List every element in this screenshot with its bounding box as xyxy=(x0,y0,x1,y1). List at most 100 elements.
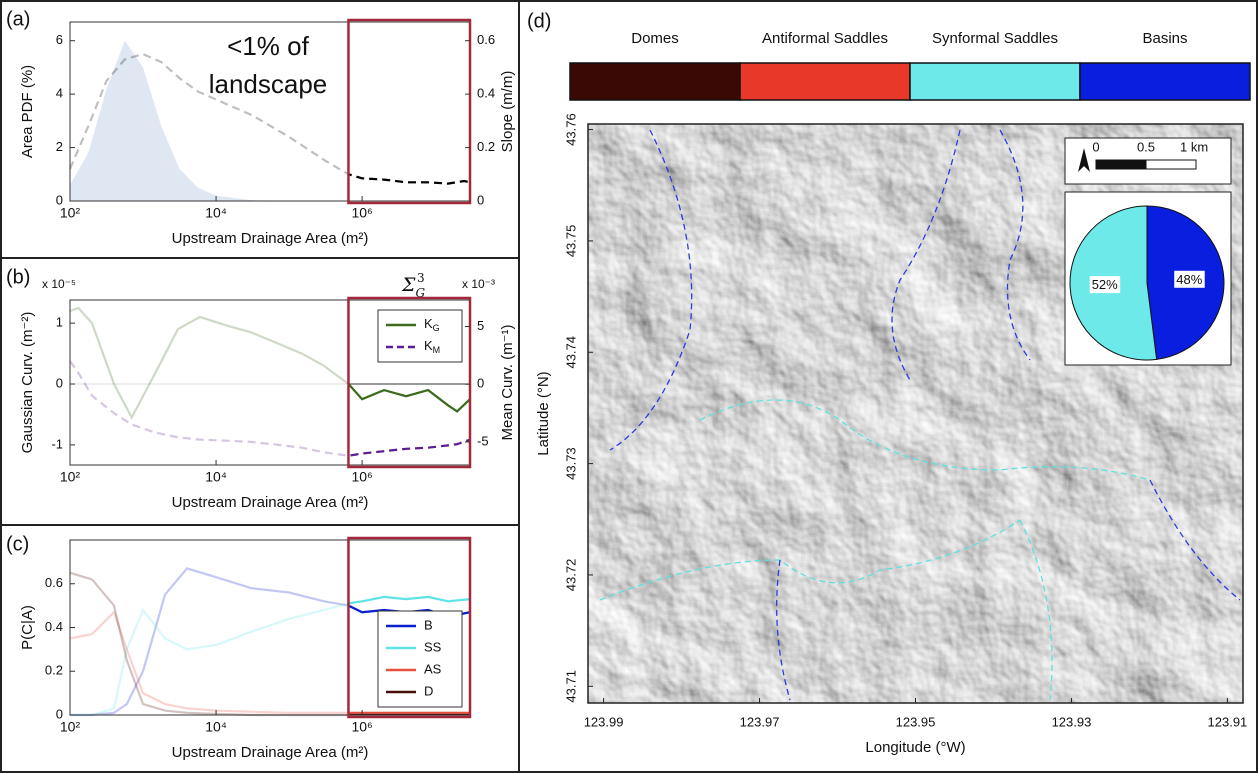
annotation: landscape xyxy=(209,69,328,99)
boundary xyxy=(1149,479,1241,601)
scalebar-label: 0 xyxy=(1092,139,1099,154)
category-label: Domes xyxy=(631,30,679,47)
boundary xyxy=(891,129,961,381)
panel-label: (d) xyxy=(527,10,551,32)
line xyxy=(69,360,471,457)
y-axis-title: P(C|A) xyxy=(19,605,36,650)
colorbar-segment xyxy=(569,62,741,101)
y2-tick-label: 0.4 xyxy=(477,86,495,101)
x-tick-label: 10⁶ xyxy=(351,469,372,485)
boundary xyxy=(609,129,693,451)
colorbar-segment xyxy=(1079,62,1251,101)
legend-label: KG xyxy=(424,316,440,333)
area xyxy=(70,40,470,202)
y2-axis-title: Mean Curv. (m⁻¹) xyxy=(499,325,516,441)
x-tick-label: 10² xyxy=(60,719,81,735)
category-label: Basins xyxy=(1142,30,1188,47)
y-tick-label: 4 xyxy=(56,86,63,101)
line xyxy=(348,711,470,714)
y2-tick-label: 0.2 xyxy=(477,139,495,154)
x-tick-label: 123.91 xyxy=(1208,714,1248,729)
y2-tick-label: 5 xyxy=(477,318,484,333)
y-tick-label: 0.4 xyxy=(45,619,63,634)
x-axis-title: Upstream Drainage Area (m²) xyxy=(172,230,369,247)
y2-multiplier: x 10⁻³ xyxy=(462,277,495,291)
scalebar-label: 1 km xyxy=(1180,139,1208,154)
x-tick-label: 10⁴ xyxy=(205,469,227,485)
pie-label: 52% xyxy=(1092,277,1118,292)
line xyxy=(348,173,470,185)
pie-label: 48% xyxy=(1176,272,1202,287)
panel-label: (b) xyxy=(6,266,30,288)
legend-label: B xyxy=(424,617,433,632)
x-tick-label: 10⁶ xyxy=(351,719,372,735)
y-tick-label: 1 xyxy=(56,315,63,330)
x-tick-label: 10² xyxy=(60,469,81,485)
x-tick-label: 123.93 xyxy=(1052,714,1092,729)
x-tick-label: 10² xyxy=(60,205,81,221)
boundary xyxy=(699,399,1151,481)
y-tick-label: 0 xyxy=(56,192,63,207)
y-tick-label: 0.2 xyxy=(45,663,63,678)
y-tick-label: 43.72 xyxy=(563,559,578,592)
basin-boundaries xyxy=(599,129,1241,701)
north-arrow xyxy=(1078,148,1090,172)
y2-axis-title: Slope (m/m) xyxy=(499,71,516,153)
highlight-box xyxy=(347,296,472,469)
x-tick-label: 10⁴ xyxy=(205,205,227,221)
y-tick-label: 0 xyxy=(56,706,63,721)
boundary xyxy=(1019,519,1053,701)
legend-label: KM xyxy=(424,338,440,355)
x-axis-title: Longitude (°W) xyxy=(865,739,965,756)
y-axis-title: Latitude (°N) xyxy=(535,371,552,455)
y-axis-title: Gaussian Curv. (m⁻²) xyxy=(19,312,36,454)
highlight-box xyxy=(347,536,472,719)
legend-box xyxy=(377,309,463,363)
panel-label: (a) xyxy=(6,8,30,30)
x-tick-label: 10⁶ xyxy=(351,205,372,221)
boundary xyxy=(776,559,791,701)
symbol: ΣG3 xyxy=(401,271,425,300)
boundary xyxy=(599,519,1021,601)
y2-tick-label: 0 xyxy=(477,376,484,391)
x-axis-title: Upstream Drainage Area (m²) xyxy=(172,744,369,761)
highlight-box xyxy=(347,18,472,205)
y-tick-label: 43.75 xyxy=(563,225,578,258)
category-label: Synformal Saddles xyxy=(932,30,1058,47)
line xyxy=(348,438,470,457)
x-tick-label: 123.99 xyxy=(584,714,624,729)
y-tick-label: 43.74 xyxy=(563,336,578,369)
pie-label-bg xyxy=(1174,270,1205,288)
category-label: Antiformal Saddles xyxy=(762,30,888,47)
y-tick-label: 0 xyxy=(56,375,63,390)
legend-label: SS xyxy=(424,639,442,654)
line xyxy=(348,595,470,605)
y-tick-label: 0.6 xyxy=(45,575,63,590)
y-tick-label: -1 xyxy=(51,436,63,451)
y2-tick-label: 0.6 xyxy=(477,32,495,47)
colorbar-segment xyxy=(909,62,1081,101)
y2-tick-label: -5 xyxy=(477,433,489,448)
y-tick-label: 43.71 xyxy=(563,670,578,703)
legend-label: AS xyxy=(424,661,442,676)
boundary xyxy=(999,129,1031,361)
scalebar-segment xyxy=(1095,159,1147,170)
annotation: <1% of xyxy=(227,31,309,61)
y2-tick-label: 0 xyxy=(477,192,484,207)
colorbar-segment xyxy=(739,62,911,101)
legend-label: D xyxy=(424,683,433,698)
line xyxy=(348,382,470,413)
x-tick-label: 10⁴ xyxy=(205,719,227,735)
scalebar-label: 0.5 xyxy=(1137,139,1155,154)
panel-label: (c) xyxy=(6,533,29,555)
y-tick-label: 2 xyxy=(56,139,63,154)
pie-label-bg xyxy=(1089,276,1121,294)
y-multiplier: x 10⁻⁵ xyxy=(42,277,76,291)
y-tick-label: 43.76 xyxy=(563,113,578,146)
y-axis-title: Area PDF (%) xyxy=(19,65,36,158)
scalebar-segment xyxy=(1145,159,1197,170)
y-tick-label: 43.73 xyxy=(563,447,578,480)
